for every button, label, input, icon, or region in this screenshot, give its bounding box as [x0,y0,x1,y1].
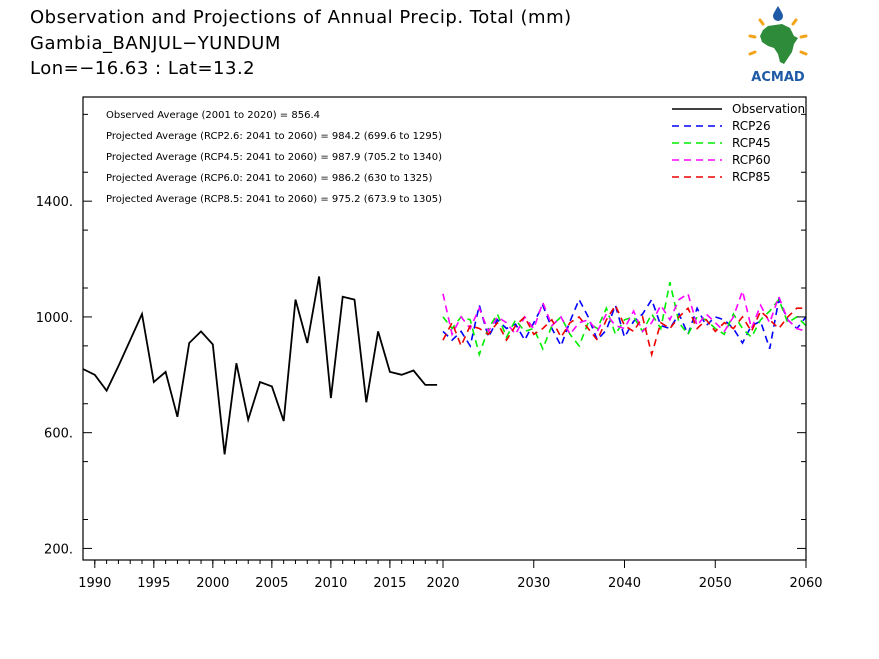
series-line-rcp60 [442,288,807,337]
x-tick-label: 1995 [137,576,170,591]
x-tick-label: 2040 [608,576,641,591]
y-tick-label: 200. [44,542,73,557]
legend-label-rcp60: RCP60 [732,153,771,167]
y-tick-label: 600. [44,427,73,442]
acmad-logo: ACMAD [748,6,808,84]
y-tick-label: 1400. [36,195,73,210]
series-line-rcp45 [442,282,807,358]
legend-label-rcp45: RCP45 [732,136,771,150]
series-line-rcp85 [442,303,806,358]
station-coordinates: Lon=−16.63 : Lat=13.2 [30,58,256,79]
x-tick-label: 2020 [426,576,459,591]
africa-map-icon [760,24,798,64]
plot-frame [82,96,807,561]
series-line-observation [82,276,438,455]
x-tick-label: 2060 [789,576,822,591]
annotation-block: Observed Average (2001 to 2020) = 856.4 P… [106,110,442,205]
annotation-line: Projected Average (RCP2.6: 2041 to 2060)… [106,131,442,142]
legend: Observation RCP26 RCP45 RCP60 RCP85 [672,102,805,184]
x-tick-label: 2005 [255,576,288,591]
station-name: Gambia_BANJUL−YUNDUM [30,33,281,54]
x-tick-label: 2000 [196,576,229,591]
annotation-line: Projected Average (RCP8.5: 2041 to 2060)… [106,194,442,205]
legend-label-rcp85: RCP85 [732,170,771,184]
plot-axes: 200. 600. 1000. 1400. 1990 1995 2000 2005 2010 20… [36,96,823,591]
x-tick-label: 2010 [314,576,347,591]
x-tick-label: 1990 [78,576,111,591]
legend-label-observation: Observation [732,102,805,116]
annotation-line: Projected Average (RCP6.0: 2041 to 2060)… [106,173,433,184]
chart-title: Observation and Projections of Annual Pr… [30,7,572,28]
x-tick-label: 2030 [517,576,550,591]
water-drop-icon [773,6,783,21]
series-line-rcp26 [442,296,807,350]
x-tick-label: 2050 [699,576,732,591]
y-tick-label: 1000. [36,311,73,326]
logo-text: ACMAD [751,70,805,84]
annotation-line: Observed Average (2001 to 2020) = 856.4 [106,110,320,121]
series-lines [82,276,807,455]
x-tick-label: 2015 [373,576,406,591]
annotation-line: Projected Average (RCP4.5: 2041 to 2060)… [106,152,442,163]
legend-label-rcp26: RCP26 [732,119,771,133]
